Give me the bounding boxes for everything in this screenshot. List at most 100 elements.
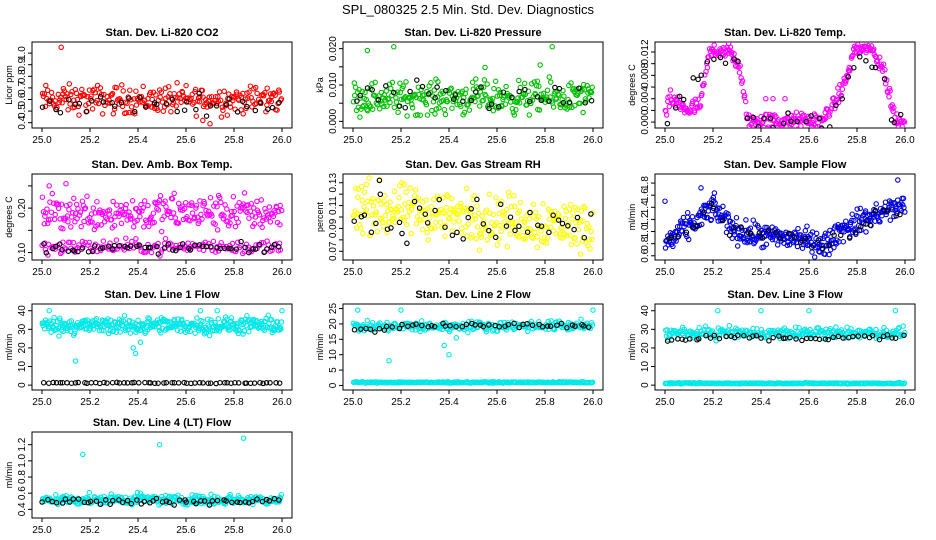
data-point — [232, 321, 238, 327]
data-point — [155, 380, 161, 386]
data-point — [587, 246, 593, 252]
data-point — [256, 212, 263, 218]
data-point — [442, 233, 448, 239]
data-point — [43, 250, 50, 256]
data-point — [92, 210, 99, 216]
data-point — [441, 342, 447, 349]
y-tick-label: 40 — [640, 305, 651, 317]
y-tick-label: 0.8 — [640, 236, 651, 250]
data-point — [212, 93, 219, 100]
data-point — [685, 236, 692, 243]
data-point — [418, 86, 424, 93]
data-point — [72, 358, 79, 364]
data-point — [568, 241, 575, 248]
data-point — [457, 203, 463, 209]
data-point — [193, 202, 200, 209]
data-point — [70, 322, 76, 328]
page-title: SPL_080325 2.5 Min. Std. Dev. Diagnostic… — [342, 2, 594, 17]
y-tick-label: 0.20 — [17, 198, 28, 218]
data-point — [825, 336, 832, 343]
data-point — [483, 207, 490, 213]
plot-frame — [342, 303, 604, 391]
data-point — [240, 201, 247, 207]
data-point — [389, 79, 396, 86]
data-point — [374, 228, 381, 235]
y-tick-label: 1.0 — [17, 453, 28, 467]
data-point — [257, 379, 263, 386]
data-point — [474, 196, 480, 203]
data-point — [122, 211, 128, 217]
data-point — [113, 237, 120, 243]
data-point — [193, 106, 199, 113]
data-point — [391, 188, 398, 195]
data-point — [804, 223, 810, 229]
data-point — [68, 91, 74, 98]
data-point — [738, 75, 744, 81]
y-axis-label: percent — [315, 201, 325, 232]
data-point — [900, 195, 907, 202]
data-point — [791, 234, 797, 240]
data-point — [830, 334, 836, 341]
data-point — [711, 42, 717, 48]
data-point — [46, 307, 52, 314]
data-point — [222, 102, 229, 109]
data-point — [226, 245, 232, 252]
data-point — [72, 380, 79, 386]
data-point — [386, 358, 392, 364]
y-tick-label: 0.8 — [17, 69, 28, 83]
data-point — [723, 333, 729, 340]
data-point — [453, 335, 459, 341]
series-all — [662, 42, 908, 128]
x-tick-label: 25.8 — [535, 267, 555, 278]
data-point — [67, 239, 73, 246]
data-point — [359, 197, 365, 204]
data-point — [171, 316, 178, 323]
data-point — [239, 98, 246, 105]
data-point — [65, 107, 71, 113]
data-point — [854, 44, 860, 50]
y-tick-label: 1.6 — [640, 188, 651, 202]
data-point — [155, 107, 161, 114]
data-point — [543, 240, 550, 246]
x-tick-label: 25.8 — [847, 397, 867, 408]
data-point — [588, 97, 595, 104]
data-point — [433, 219, 439, 226]
data-point — [197, 93, 203, 100]
data-point — [716, 335, 723, 342]
data-point — [556, 85, 563, 92]
data-point — [137, 490, 144, 496]
data-point — [399, 230, 405, 237]
data-point — [361, 102, 367, 109]
data-point — [554, 322, 560, 328]
data-point — [715, 307, 721, 314]
data-point — [89, 219, 95, 225]
data-point — [534, 94, 541, 100]
data-point — [725, 214, 732, 220]
data-point — [580, 323, 587, 329]
data-point — [828, 237, 834, 244]
data-point — [134, 497, 140, 503]
data-point — [163, 498, 170, 504]
data-point — [808, 244, 815, 250]
data-points — [662, 42, 908, 128]
data-point — [164, 318, 171, 324]
data-point — [561, 93, 567, 99]
data-point — [579, 218, 585, 224]
data-point — [710, 205, 717, 212]
data-point — [774, 242, 781, 248]
plot-frame — [31, 303, 293, 391]
data-point — [889, 335, 895, 341]
panel-3: Stan. Dev. Li-820 Temp. 25.0 25.2 25.4 25.6 2… — [627, 27, 916, 146]
data-point — [843, 78, 849, 84]
data-point — [891, 104, 897, 111]
y-tick-label: 15 — [328, 333, 339, 345]
data-point — [57, 109, 64, 116]
data-point — [725, 211, 731, 217]
data-point — [729, 219, 736, 226]
x-tick-label: 25.2 — [391, 267, 411, 278]
data-point — [112, 103, 118, 109]
data-point — [461, 109, 468, 116]
data-point — [53, 500, 60, 506]
data-point — [706, 46, 713, 52]
data-point — [404, 113, 410, 119]
